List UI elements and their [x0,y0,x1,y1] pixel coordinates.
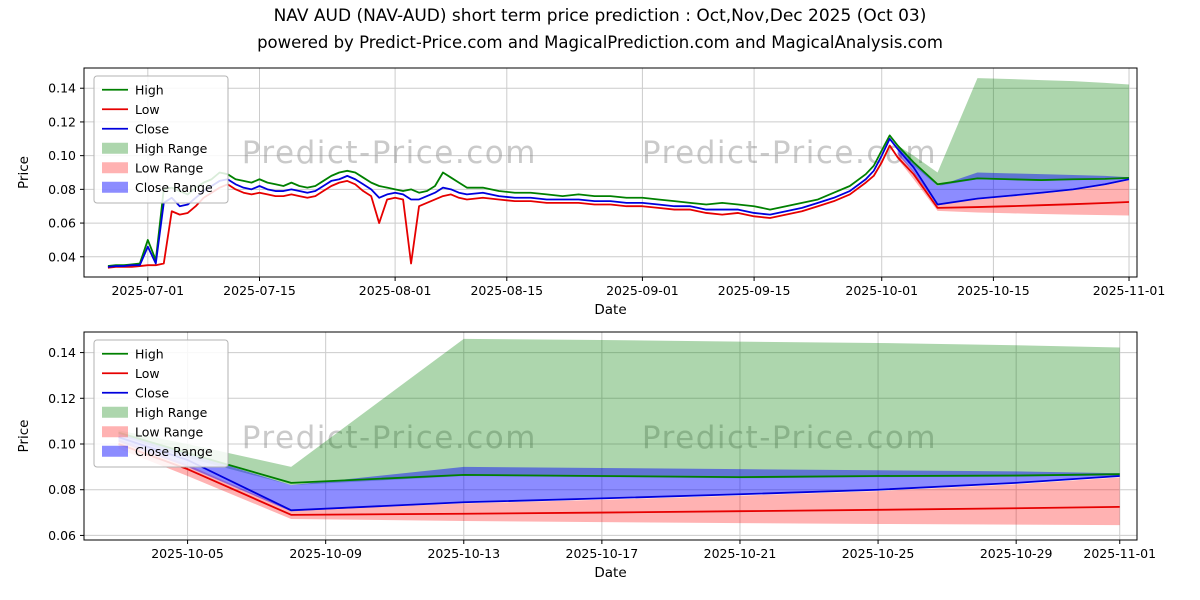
plot-border [83,67,1138,278]
gridlines [84,332,1137,540]
legend-label: Low Range [135,160,204,175]
legend-patch-swatch [102,162,128,174]
y-tick-label: 0.06 [48,216,76,231]
x-tick-label: 2025-08-01 [359,283,432,298]
x-tick-label: 2025-07-15 [223,283,296,298]
low-range-band [897,152,1130,216]
watermark-text: Predict-Price.com [242,135,537,171]
x-tick-label: 2025-10-15 [957,283,1030,298]
x-tick-label: 2025-11-01 [1093,283,1166,298]
legend: High Low Close High Range Low Range Close Ran… [93,75,229,204]
legend-patch-swatch [102,181,128,193]
y-tick-label: 0.12 [48,391,76,406]
x-tick-label: 2025-10-09 [289,546,362,561]
legend-label: High [135,346,164,361]
legend-patch-swatch [102,142,128,154]
top-chart: Predict-Price.com Predict-Price.com2025-0… [16,67,1165,318]
x-tick-label: 2025-10-21 [704,546,777,561]
x-tick-label: 2025-09-15 [718,283,791,298]
legend-label: Low Range [135,424,204,439]
x-tick-label: 2025-08-15 [470,283,543,298]
y-axis-label: Price [16,156,32,189]
axis-ticks: 2025-10-05 2025-10-09 2025-10-13 2025-10-17… [48,345,1156,561]
close-line [118,436,1120,512]
y-tick-label: 0.04 [48,249,76,264]
y-tick-label: 0.10 [48,437,76,452]
watermark-text: Predict-Price.com [642,420,937,456]
legend-label: High Range [135,405,208,420]
x-tick-label: 2025-10-25 [842,546,915,561]
chart-subtitle: powered by Predict-Price.com and Magical… [257,33,943,52]
legend-label: Close [135,121,169,136]
legend-label: Close Range [135,180,213,195]
high-range-band [897,78,1130,186]
plot-border [83,331,1138,541]
y-tick-label: 0.14 [48,81,76,96]
low-line [118,443,1120,516]
y-axis-label: Price [16,420,32,453]
legend-patch-swatch [102,406,128,418]
legend-label: High [135,82,164,97]
close-range-band [897,147,1130,206]
legend-label: Close [135,385,169,400]
axis-ticks: 2025-07-01 2025-07-15 2025-08-01 2025-08-15… [48,81,1165,298]
x-tick-label: 2025-07-01 [111,283,184,298]
bottom-chart: Predict-Price.com Predict-Price.com2025-1… [16,331,1156,581]
x-tick-label: 2025-10-17 [566,546,639,561]
watermark-text: Predict-Price.com [242,420,537,456]
legend-label: Close Range [135,444,213,459]
legend: High Low Close High Range Low Range Close Ran… [93,339,229,468]
legend-label: Low [135,102,160,117]
x-axis-label: Date [594,302,626,318]
x-tick-label: 2025-10-29 [980,546,1053,561]
legend-patch-swatch [102,445,128,457]
high-range-band [118,338,1120,486]
y-tick-label: 0.10 [48,148,76,163]
y-tick-label: 0.08 [48,482,76,497]
legend-label: High Range [135,141,208,156]
low-range-band [118,439,1120,526]
legend-patch-swatch [102,426,128,438]
x-axis-label: Date [594,565,626,581]
x-tick-label: 2025-10-01 [845,283,918,298]
x-tick-label: 2025-09-01 [606,283,679,298]
y-tick-label: 0.06 [48,528,76,543]
x-tick-label: 2025-10-13 [427,546,500,561]
close-range-band [118,432,1120,512]
legend-box [93,75,229,204]
legend-label: Low [135,366,160,381]
legend-box [93,339,229,468]
y-tick-label: 0.08 [48,182,76,197]
chart-title: NAV AUD (NAV-AUD) short term price predi… [273,6,927,26]
plot-area [84,332,1137,540]
x-tick-label: 2025-11-01 [1083,546,1156,561]
y-tick-label: 0.12 [48,114,76,129]
y-tick-label: 0.14 [48,345,76,360]
x-tick-label: 2025-10-05 [151,546,224,561]
